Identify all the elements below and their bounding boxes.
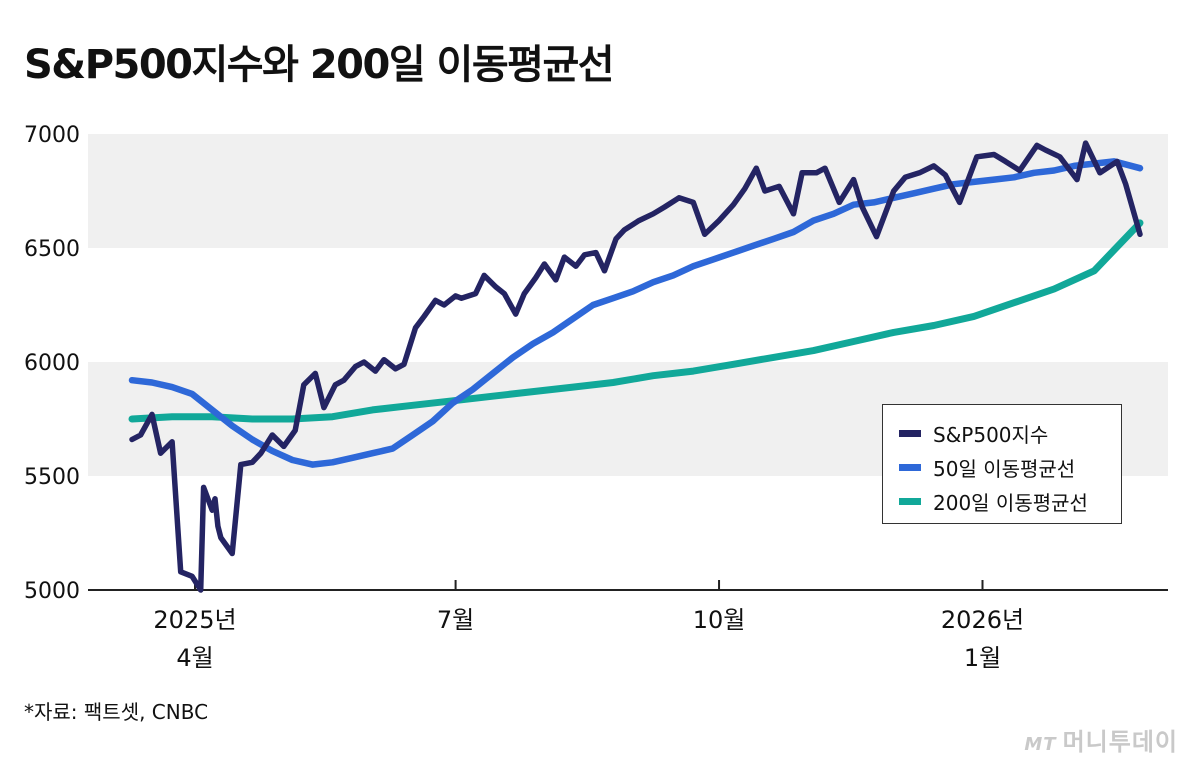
y-tick-label: 5500 — [24, 465, 80, 490]
y-tick-label: 6000 — [24, 351, 80, 376]
x-axis: 2025년 4월 7월 10월 2026년 1월 — [88, 580, 1168, 672]
x-tick-label: 7월 — [437, 606, 474, 634]
legend-swatch-ma200 — [899, 497, 921, 505]
legend-item-sp500: S&P500지수 — [899, 419, 1048, 447]
chart-title: S&P500지수와 200일 이동평균선 — [24, 42, 615, 88]
x-tick-label-line2: 1월 — [964, 644, 1001, 672]
x-tick-label: 2026년 — [941, 606, 1024, 634]
chart-canvas: 7000 6500 6000 5500 5000 2025년 4월 7월 10월 2026년 1월 — [24, 123, 1168, 672]
legend-item-ma200: 200일 이동평균선 — [899, 487, 1088, 515]
legend-label-sp500: S&P500지수 — [933, 422, 1049, 447]
series-lines — [128, 140, 1144, 593]
source-note: *자료: 팩트셋, CNBC — [24, 700, 209, 724]
grid-band-0 — [88, 134, 1168, 248]
y-tick-label: 5000 — [24, 579, 80, 604]
legend-label-ma200: 200일 이동평균선 — [933, 490, 1088, 515]
legend-swatch-sp500 — [899, 429, 921, 437]
legend-swatch-ma50 — [899, 463, 921, 471]
logo-mark: MT — [1024, 734, 1057, 755]
logo-text: 머니투데이 — [1062, 728, 1178, 756]
x-tick-label-line2: 4월 — [176, 644, 213, 672]
publisher-logo: MT 머니투데이 — [1024, 722, 1178, 757]
x-tick-label: 10월 — [693, 606, 746, 634]
x-tick-label: 2025년 — [153, 606, 236, 634]
series-line-sp500 — [129, 140, 1143, 593]
legend: S&P500지수 50일 이동평균선 200일 이동평균선 — [882, 404, 1122, 524]
y-tick-label: 7000 — [24, 123, 80, 148]
y-tick-label: 6500 — [24, 237, 80, 262]
legend-item-ma50: 50일 이동평균선 — [899, 453, 1075, 481]
legend-label-ma50: 50일 이동평균선 — [933, 456, 1076, 481]
y-axis: 7000 6500 6000 5500 5000 — [24, 123, 80, 604]
